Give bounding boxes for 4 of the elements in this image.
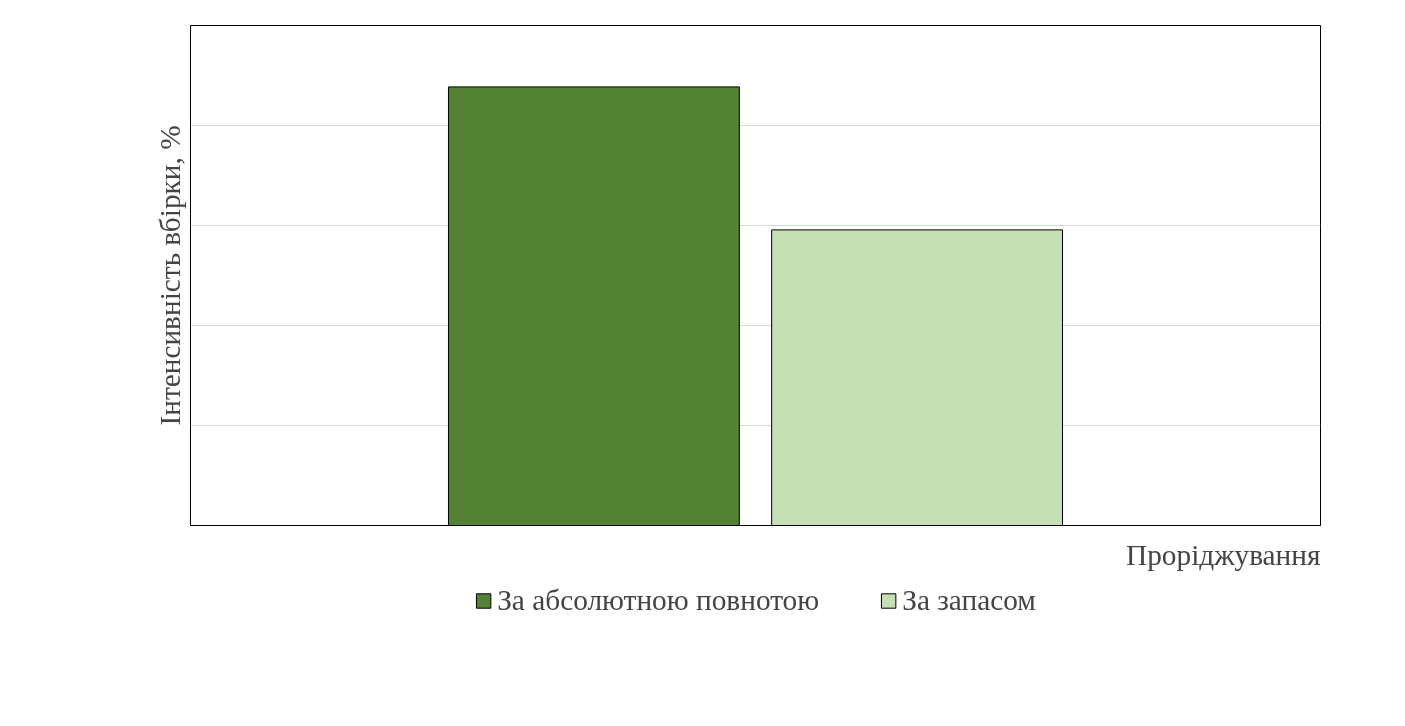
x-axis-title: Проріджування xyxy=(1125,538,1321,571)
legend-label: За запасом xyxy=(902,583,1036,617)
y-axis-title: Інтенсивність вбірки, % xyxy=(153,125,186,426)
legend-label: За абсолютною повнотою xyxy=(497,583,820,617)
